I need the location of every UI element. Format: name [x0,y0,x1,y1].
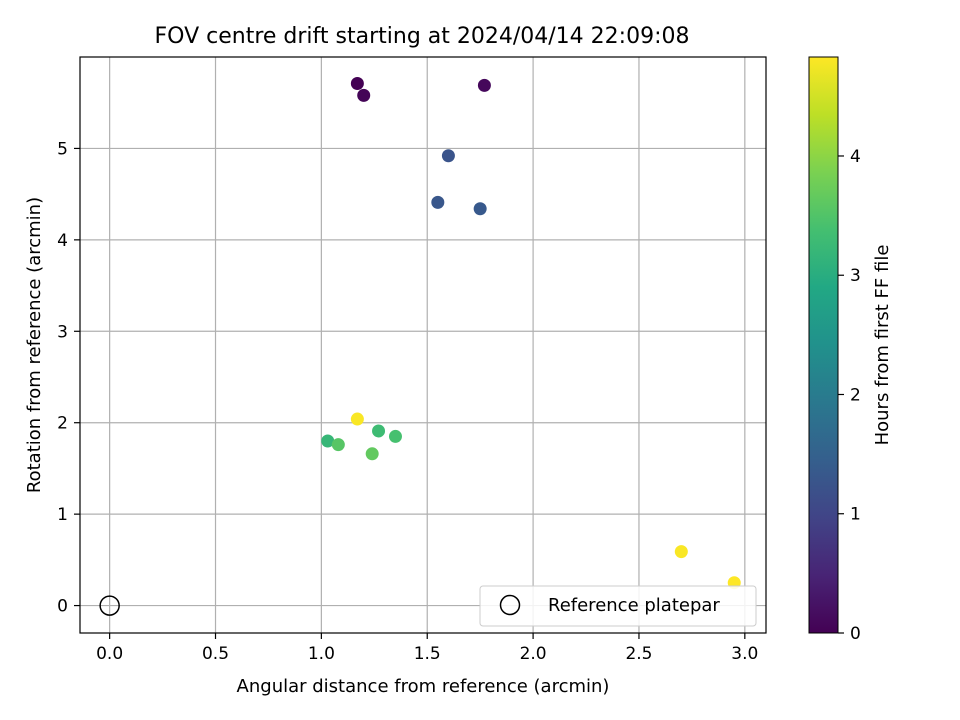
x-tick-label: 2.5 [625,644,652,664]
x-tick-label: 1.0 [308,644,335,664]
colorbar-gradient [808,56,839,634]
data-point [350,412,364,426]
data-point [365,447,379,461]
data-points [99,77,741,616]
grid-lines [80,57,766,633]
colorbar-tick-label: 0 [850,624,861,644]
x-tick-label: 2.0 [520,644,547,664]
plot-frame [79,56,767,634]
data-point [321,434,335,448]
reference-marker [99,595,120,616]
data-point [441,149,455,163]
legend-marker-reference [499,594,521,616]
data-point [388,429,402,443]
x-axis-label: Angular distance from reference (arcmin) [237,676,610,697]
y-tick-label: 3 [57,322,68,342]
data-point [372,424,386,438]
colorbar-ticks: 0 1 2 3 4 [838,147,861,644]
legend-box [479,585,757,627]
data-point [674,545,688,559]
x-tick-label: 1.5 [414,644,441,664]
y-axis: 0 1 2 3 4 5 [57,139,80,617]
colorbar-tick-label: 4 [850,147,861,167]
colorbar: 0 1 2 3 4 Hours from first FF file [808,56,893,644]
data-point [357,88,371,102]
data-point [431,195,445,209]
x-tick-label: 3.0 [731,644,758,664]
chart-title: FOV centre drift starting at 2024/04/14 … [155,24,690,49]
data-point [331,438,345,452]
legend-label-reference: Reference platepar [548,595,720,616]
colorbar-tick-label: 1 [850,505,861,525]
colorbar-tick-label: 3 [850,266,861,286]
y-axis-label: Rotation from reference (arcmin) [24,197,45,493]
data-point [350,77,364,91]
y-tick-label: 2 [57,414,68,434]
legend: Reference platepar [479,585,757,627]
data-point [473,202,487,216]
y-tick-label: 5 [57,139,68,159]
y-tick-label: 4 [57,231,68,251]
data-point [477,78,491,92]
y-tick-label: 0 [57,597,68,617]
x-tick-label: 0.0 [96,644,123,664]
x-axis: 0.0 0.5 1.0 1.5 2.0 2.5 3.0 [96,633,758,664]
y-tick-label: 1 [57,505,68,525]
colorbar-tick-label: 2 [850,385,861,405]
colorbar-label: Hours from first FF file [872,245,893,446]
x-tick-label: 0.5 [202,644,229,664]
